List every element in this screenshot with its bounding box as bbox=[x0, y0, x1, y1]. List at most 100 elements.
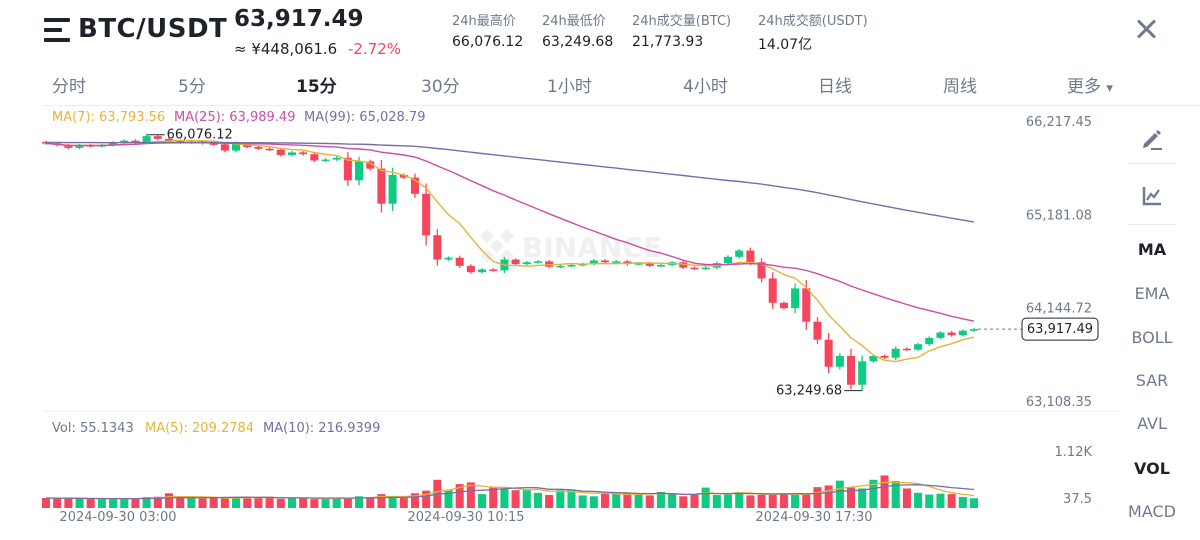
volume-bar bbox=[422, 490, 431, 508]
volume-bar bbox=[533, 492, 542, 508]
volume-bar bbox=[645, 495, 654, 508]
volume-bar bbox=[287, 498, 297, 508]
sidebar-item-ema[interactable]: EMA bbox=[1134, 284, 1170, 303]
volume-bar bbox=[444, 489, 453, 508]
volume-bar bbox=[958, 496, 967, 508]
candle bbox=[690, 266, 699, 270]
candle bbox=[701, 266, 710, 270]
sidebar-item-boll[interactable]: BOLL bbox=[1131, 328, 1173, 347]
volume-bar bbox=[500, 488, 509, 508]
candle bbox=[779, 301, 788, 310]
candle bbox=[601, 259, 610, 264]
stat-high: 24h最高价 66,076.12 bbox=[452, 10, 523, 50]
tab-1d[interactable]: 日线 bbox=[818, 77, 852, 97]
candle bbox=[310, 152, 319, 163]
candle bbox=[522, 260, 531, 266]
volume-bar bbox=[64, 498, 73, 508]
volume-bar bbox=[679, 496, 688, 508]
header: BTC/USDT 63,917.49 ≈ ¥448,061.6 -2.72% 2… bbox=[0, 0, 1200, 64]
trading-pair[interactable]: BTC/USDT bbox=[78, 14, 228, 44]
pencil-icon[interactable] bbox=[1138, 124, 1166, 152]
volume-bar bbox=[947, 494, 956, 508]
stat-turnover: 24h成交额(USDT) 14.07亿 bbox=[758, 10, 868, 54]
volume-bar bbox=[310, 499, 319, 508]
candle bbox=[489, 268, 498, 272]
close-icon[interactable] bbox=[1133, 16, 1159, 42]
candle bbox=[969, 327, 979, 333]
candle bbox=[835, 353, 844, 370]
volume-bar bbox=[869, 479, 878, 508]
volume-bar bbox=[232, 497, 241, 508]
candle bbox=[813, 317, 822, 345]
candle bbox=[75, 143, 84, 150]
candle bbox=[858, 355, 867, 391]
tab-5m[interactable]: 5分 bbox=[178, 77, 206, 97]
tab-1w[interactable]: 周线 bbox=[943, 77, 977, 97]
volume-bar bbox=[668, 493, 677, 508]
time-tick-label: 2024-09-30 03:00 bbox=[59, 510, 176, 525]
candle bbox=[321, 158, 330, 162]
candle bbox=[735, 248, 744, 259]
volume-bar bbox=[880, 475, 889, 508]
volume-bar bbox=[198, 498, 207, 508]
chart-icon[interactable] bbox=[1138, 182, 1166, 210]
volume-bar bbox=[768, 494, 777, 508]
vol-legend: Vol: 55.1343 bbox=[52, 421, 134, 436]
vol-ma5-line bbox=[45, 481, 975, 500]
time-tick-label: 2024-09-30 10:15 bbox=[407, 510, 524, 525]
tab-30m[interactable]: 30分 bbox=[421, 77, 460, 97]
menu-icon[interactable] bbox=[44, 18, 70, 42]
volume-bar bbox=[131, 498, 140, 508]
volume-bar bbox=[265, 496, 274, 508]
candle bbox=[533, 260, 542, 264]
volume-bar bbox=[712, 494, 721, 508]
volume-bar bbox=[209, 498, 218, 508]
high-marker: 66,076.12 bbox=[146, 128, 233, 143]
volume-bar bbox=[97, 498, 106, 508]
volume-bar bbox=[243, 497, 252, 508]
sidebar-item-macd[interactable]: MACD bbox=[1128, 502, 1176, 521]
candle bbox=[757, 258, 766, 283]
volume-bar bbox=[891, 481, 900, 508]
sidebar-item-sar[interactable]: SAR bbox=[1135, 371, 1169, 390]
volume-bar bbox=[109, 499, 118, 508]
candle bbox=[455, 255, 464, 268]
sidebar-divider bbox=[1128, 224, 1176, 225]
tab-4h[interactable]: 4小时 bbox=[683, 77, 728, 97]
candle bbox=[410, 173, 419, 198]
candle bbox=[846, 348, 856, 390]
volume-bar bbox=[153, 496, 162, 508]
volume-bar bbox=[723, 494, 733, 508]
candle bbox=[254, 145, 263, 151]
tab-more-label: 更多 bbox=[1067, 77, 1101, 97]
price-tick-label: 63,108.35 bbox=[1026, 395, 1092, 410]
candle bbox=[914, 342, 923, 351]
price-tick-label: 64,144.72 bbox=[1026, 302, 1092, 317]
volume-bar bbox=[321, 498, 330, 508]
volume-bar bbox=[41, 498, 51, 508]
tab-1h[interactable]: 1小时 bbox=[547, 77, 592, 97]
interval-tabs: 分时 5分 15分 30分 1小时 4小时 日线 周线 更多 ▾ bbox=[0, 72, 1200, 104]
candle bbox=[723, 255, 733, 265]
candle bbox=[545, 260, 554, 269]
candle bbox=[511, 258, 520, 266]
tab-time[interactable]: 分时 bbox=[52, 77, 86, 97]
volume-bar bbox=[567, 489, 576, 508]
stat-volume: 24h成交量(BTC) 21,773.93 bbox=[632, 10, 731, 50]
volume-bar bbox=[410, 493, 419, 508]
tab-more[interactable]: 更多 ▾ bbox=[1067, 72, 1113, 97]
vol-ma5-legend: MA(5): 209.2784 bbox=[145, 421, 254, 436]
kline-chart[interactable]: BINANCE MA(7): 63,793.56 MA(25): 63,989.… bbox=[0, 0, 1120, 540]
stat-label: 24h最低价 bbox=[542, 14, 606, 29]
sidebar-item-vol[interactable]: VOL bbox=[1134, 459, 1170, 478]
volume-bar bbox=[299, 498, 308, 508]
sidebar-item-ma[interactable]: MA bbox=[1137, 240, 1167, 259]
stat-value: 21,773.93 bbox=[632, 34, 704, 50]
tab-15m[interactable]: 15分 bbox=[296, 77, 337, 97]
volume-bar bbox=[254, 498, 263, 508]
volume-bar bbox=[556, 490, 565, 508]
price-tick-label: 65,181.08 bbox=[1026, 208, 1092, 223]
sidebar-item-avl[interactable]: AVL bbox=[1137, 414, 1167, 433]
candle bbox=[824, 332, 833, 374]
volume-bar bbox=[366, 497, 375, 508]
